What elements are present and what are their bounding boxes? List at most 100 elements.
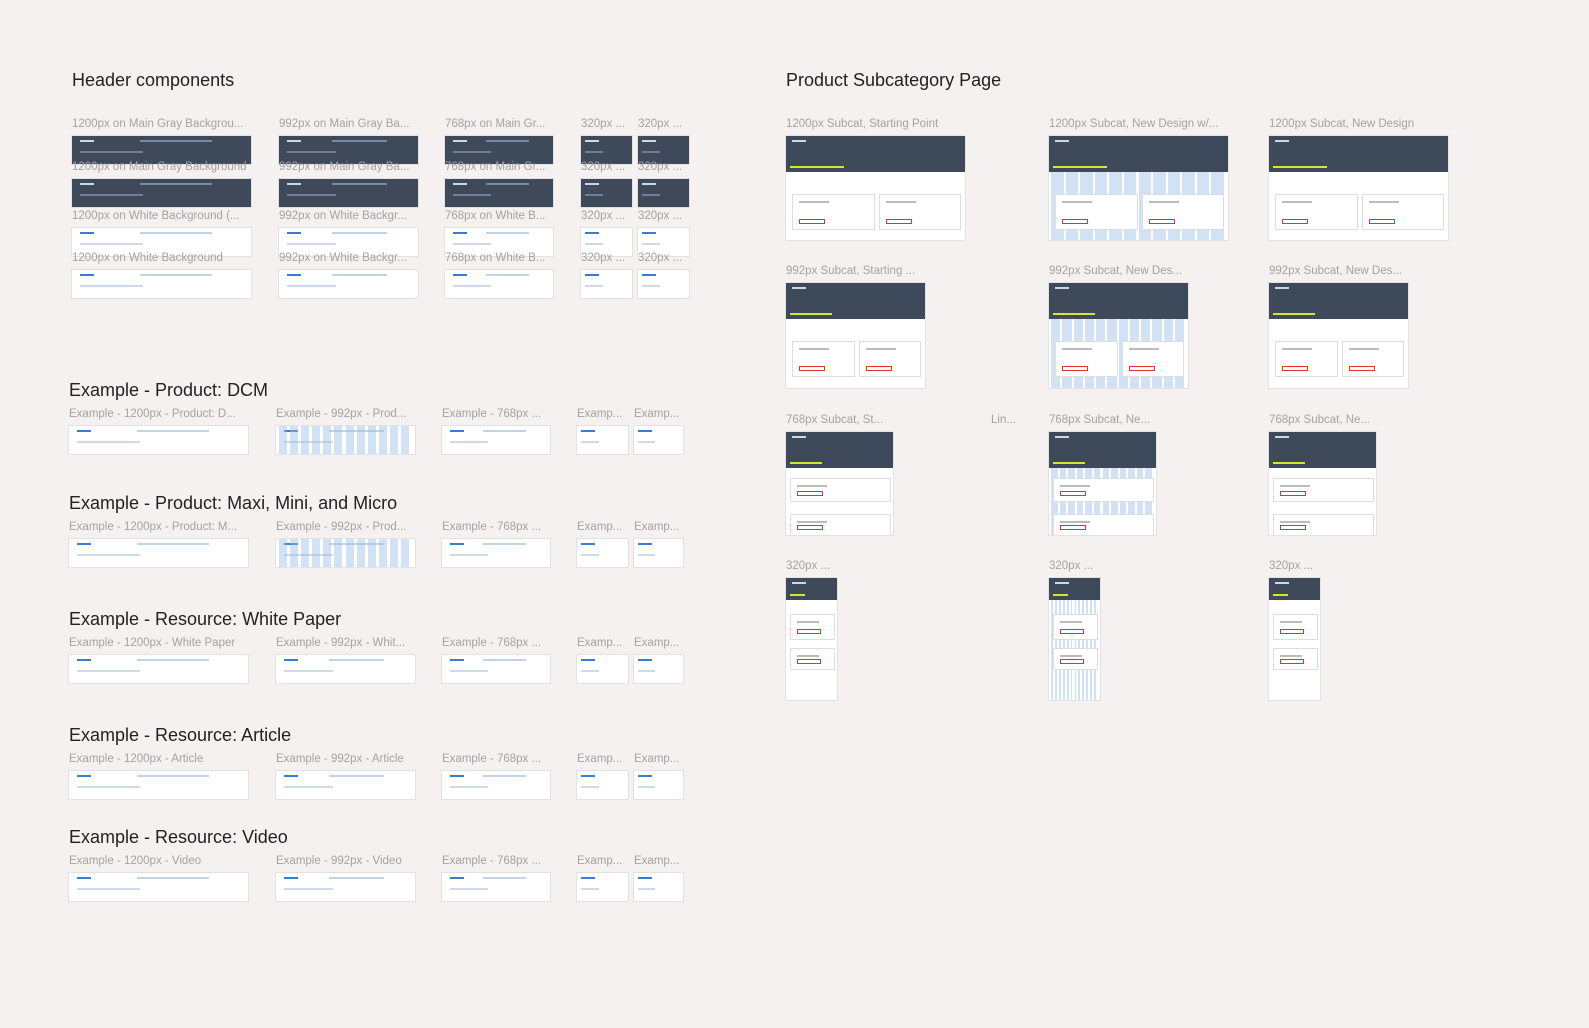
example-frame[interactable]: [442, 655, 550, 683]
header-frame[interactable]: [638, 270, 689, 298]
subcat-heading: [790, 313, 832, 315]
subcat-frame[interactable]: [1269, 432, 1376, 535]
view-button: [885, 219, 912, 224]
page-header: [1269, 283, 1408, 319]
example-frame[interactable]: [634, 655, 683, 683]
page-header: [786, 578, 837, 600]
example-frame[interactable]: [69, 771, 248, 799]
subcat-frame[interactable]: [786, 432, 893, 535]
logo: [1055, 582, 1069, 584]
view-button: [1282, 366, 1308, 371]
example-frame[interactable]: [276, 873, 415, 901]
logo: [1275, 436, 1289, 438]
logo: [642, 183, 656, 185]
logo: [581, 775, 595, 777]
example-frame[interactable]: [634, 539, 683, 567]
logo: [77, 775, 91, 777]
subcat-frame[interactable]: [786, 578, 837, 700]
product-card: [790, 648, 835, 670]
nav: [328, 877, 385, 879]
example-frame[interactable]: [577, 655, 628, 683]
grid-column: [378, 539, 387, 567]
product-card: [1275, 194, 1358, 230]
subcat-frame[interactable]: [1269, 283, 1408, 388]
breadcrumb: [581, 888, 599, 890]
example-frame[interactable]: [276, 655, 415, 683]
header-frame[interactable]: [279, 270, 418, 298]
example-frame[interactable]: [69, 873, 248, 901]
subcat-frame[interactable]: [786, 136, 965, 240]
example-frame[interactable]: [276, 539, 415, 567]
frame-label: Examp...: [577, 408, 623, 420]
subcat-frame[interactable]: [1049, 136, 1228, 240]
subcat-frame[interactable]: [1049, 578, 1100, 700]
logo: [80, 274, 94, 276]
frame-label: 1200px on White Background: [72, 252, 223, 264]
nav: [140, 274, 212, 276]
card-title: [1060, 521, 1090, 523]
example-frame[interactable]: [442, 873, 550, 901]
example-frame[interactable]: [69, 655, 248, 683]
example-frame[interactable]: [442, 426, 550, 454]
header-frame[interactable]: [445, 270, 553, 298]
header-frame[interactable]: [445, 179, 553, 207]
subcat-frame[interactable]: [1049, 283, 1188, 388]
example-frame[interactable]: [577, 771, 628, 799]
header-frame[interactable]: [279, 228, 418, 256]
frame-label: 768px on White B...: [445, 252, 546, 264]
subcat-heading: [1273, 166, 1327, 168]
view-button: [1282, 219, 1308, 224]
subcat-frame[interactable]: [1269, 578, 1320, 700]
header-frame[interactable]: [72, 136, 251, 164]
header-frame[interactable]: [72, 270, 251, 298]
example-frame[interactable]: [276, 426, 415, 454]
example-frame[interactable]: [276, 771, 415, 799]
logo: [642, 232, 656, 234]
frame-label: 320px ...: [581, 118, 626, 130]
example-frame[interactable]: [442, 771, 550, 799]
header-frame[interactable]: [445, 136, 553, 164]
example-frame[interactable]: [69, 539, 248, 567]
header-frame[interactable]: [638, 136, 689, 164]
card-title: [797, 521, 827, 523]
example-frame[interactable]: [69, 426, 248, 454]
frame-label: 992px on White Backgr...: [279, 210, 407, 222]
logo: [585, 183, 599, 185]
grid-column: [301, 539, 310, 567]
view-button: [1060, 491, 1086, 496]
example-frame[interactable]: [577, 426, 628, 454]
header-frame[interactable]: [581, 228, 632, 256]
header-frame[interactable]: [638, 179, 689, 207]
header-frame[interactable]: [581, 270, 632, 298]
view-button: [797, 525, 823, 530]
logo: [1055, 140, 1069, 142]
header-frame[interactable]: [72, 179, 251, 207]
logo: [638, 659, 652, 661]
example-frame[interactable]: [634, 426, 683, 454]
header-frame[interactable]: [581, 179, 632, 207]
example-frame[interactable]: [634, 873, 683, 901]
frame-label: Example - 992px - Prod...: [276, 521, 407, 533]
frame-label: 320px ...: [638, 118, 683, 130]
subcat-frame[interactable]: [1049, 432, 1156, 535]
frame-label: Examp...: [634, 408, 680, 420]
logo: [287, 140, 301, 142]
nav: [328, 659, 385, 661]
header-frame[interactable]: [279, 179, 418, 207]
header-frame[interactable]: [279, 136, 418, 164]
card-title: [797, 655, 819, 657]
header-frame[interactable]: [72, 228, 251, 256]
subcat-heading: [1273, 462, 1306, 464]
section-title: Example - Product: Maxi, Mini, and Micro: [69, 493, 398, 513]
header-frame[interactable]: [638, 228, 689, 256]
subcat-frame[interactable]: [786, 283, 925, 388]
grid-column: [345, 426, 354, 454]
header-frame[interactable]: [581, 136, 632, 164]
example-frame[interactable]: [442, 539, 550, 567]
subcat-frame[interactable]: [1269, 136, 1448, 240]
header-frame[interactable]: [445, 228, 553, 256]
example-frame[interactable]: [634, 771, 683, 799]
example-frame[interactable]: [577, 873, 628, 901]
grid-column: [1118, 283, 1128, 388]
example-frame[interactable]: [577, 539, 628, 567]
